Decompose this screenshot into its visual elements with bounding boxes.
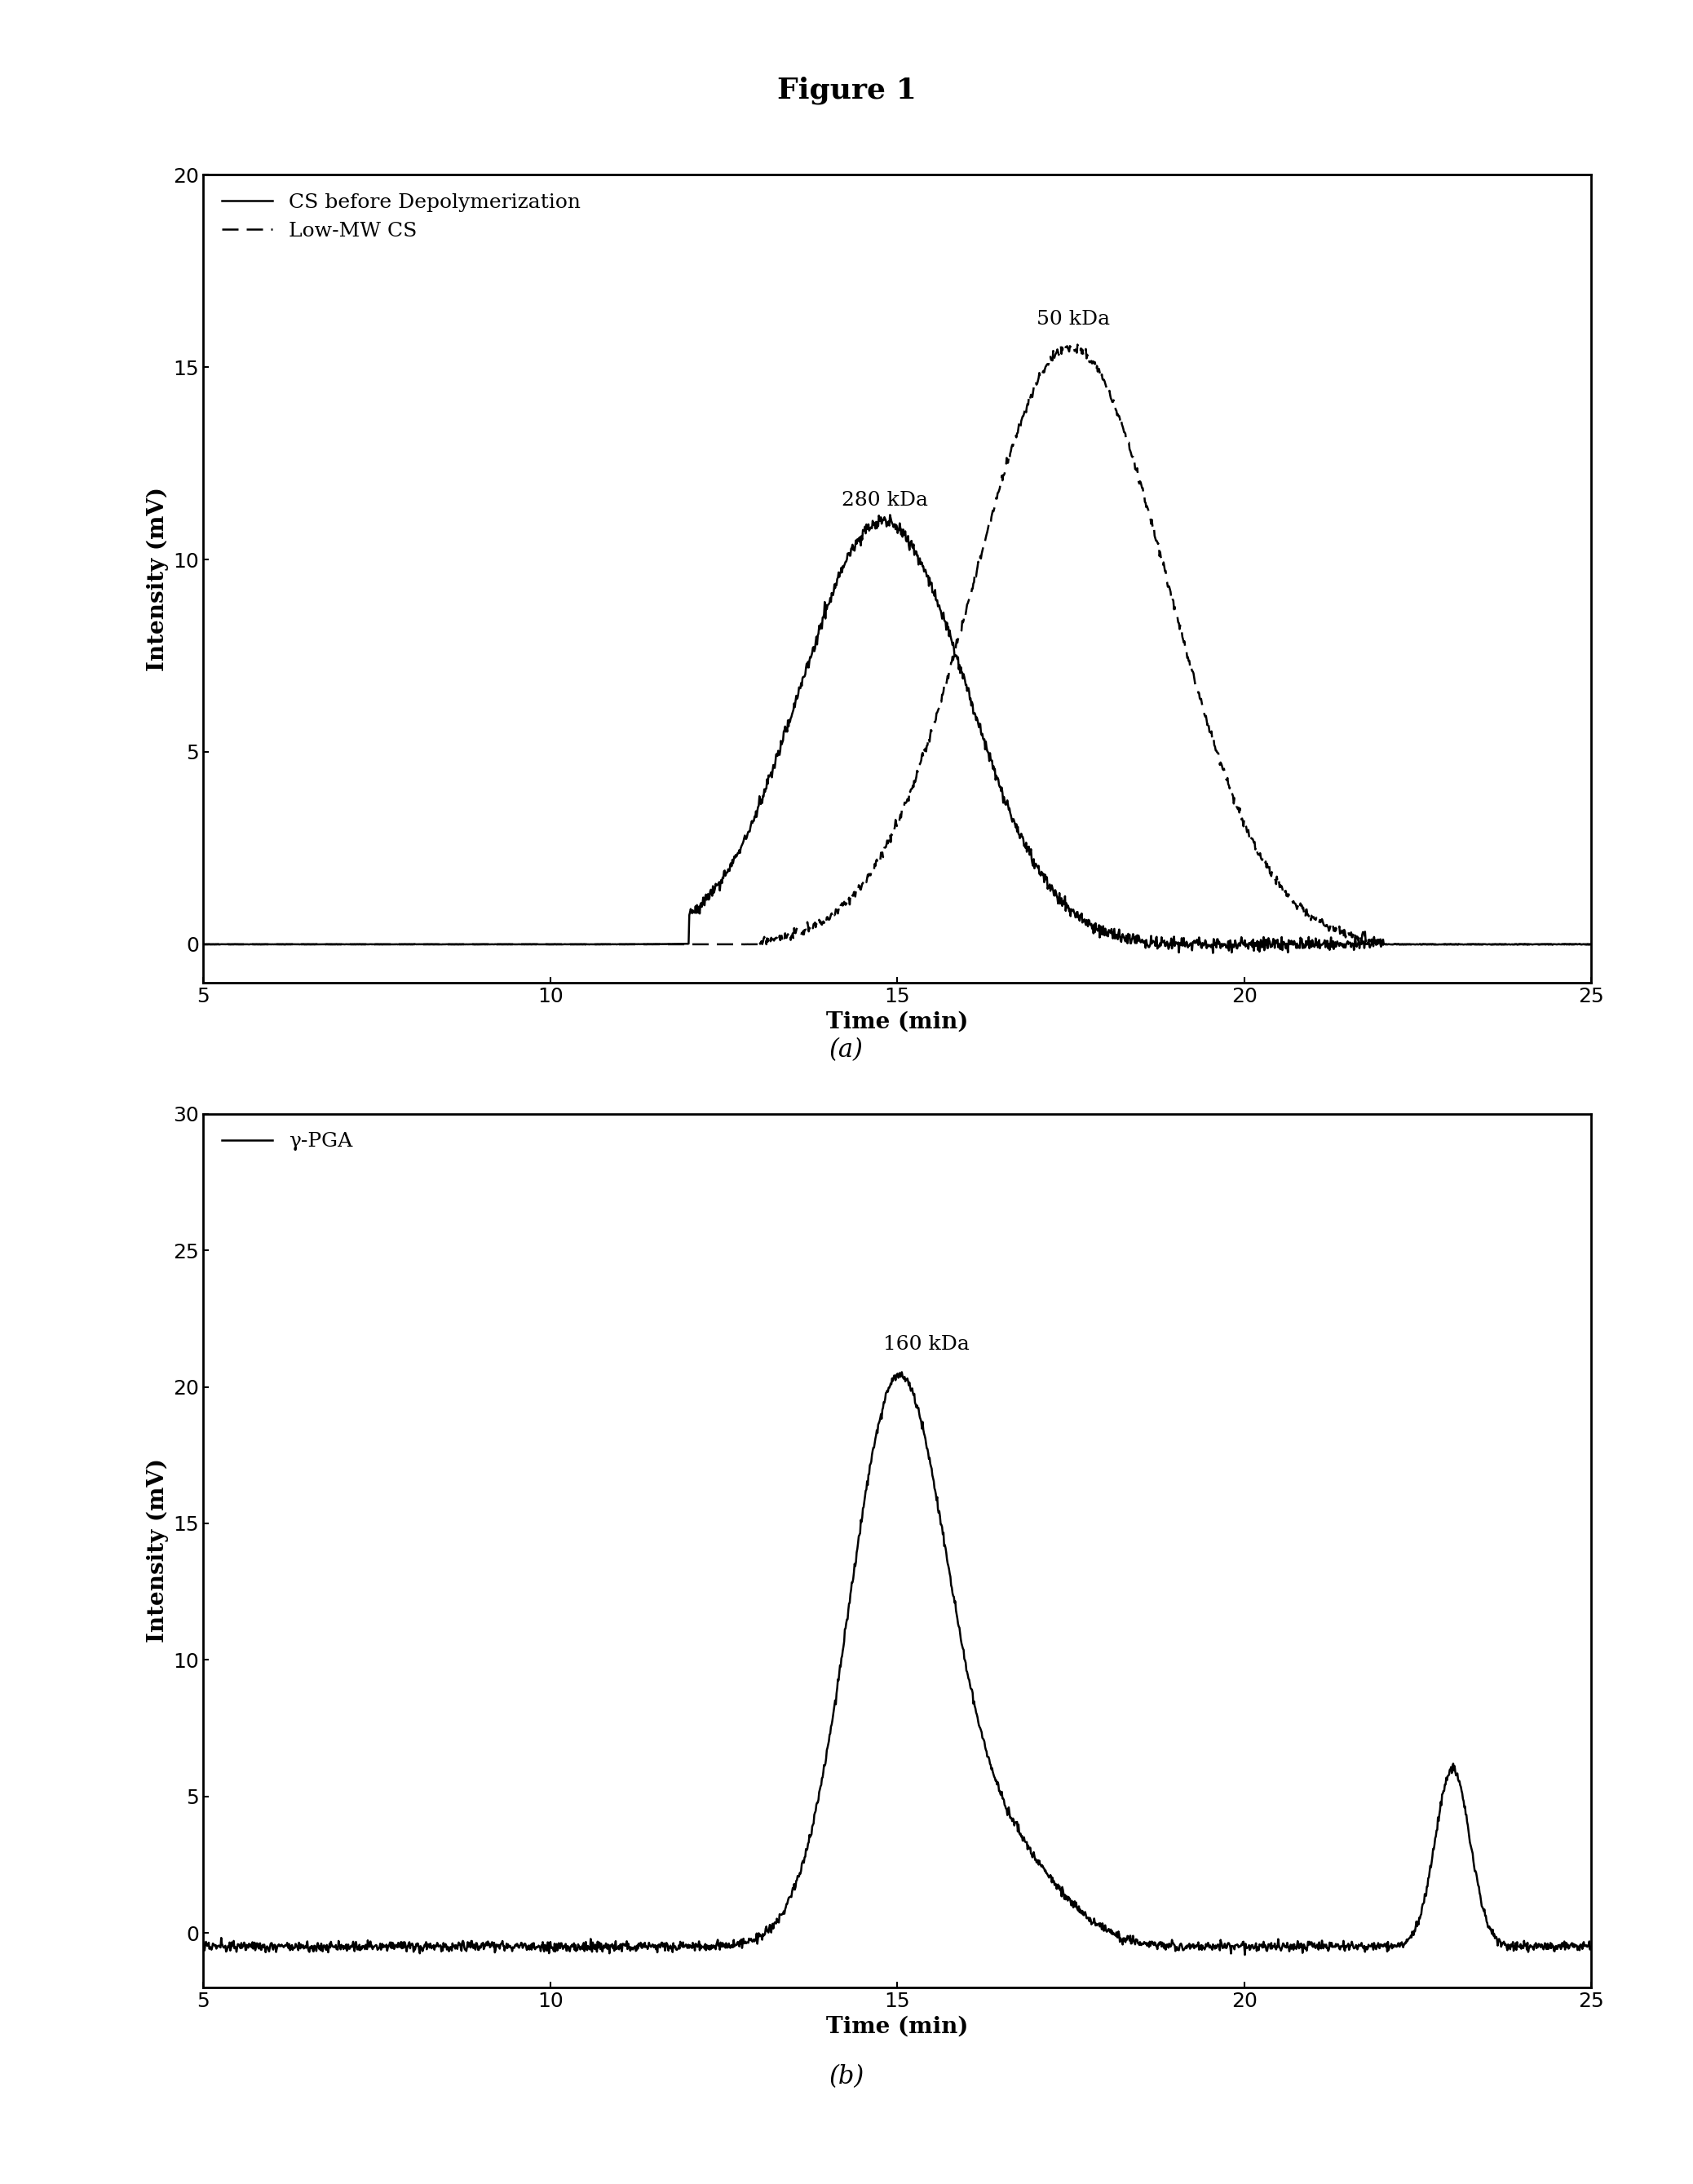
Legend: CS before Depolymerization, Low-MW CS: CS before Depolymerization, Low-MW CS bbox=[213, 186, 589, 249]
CS before Depolymerization bbox=[880, 502, 901, 529]
Line: CS before Depolymerization: CS before Depolymerization bbox=[203, 515, 1591, 952]
γ-PGA bbox=[869, 1411, 889, 1437]
γ-PGA bbox=[1542, 1931, 1563, 1957]
Y-axis label: Intensity (mV): Intensity (mV) bbox=[146, 487, 169, 670]
Low-MW CS bbox=[1542, 930, 1563, 957]
Low-MW CS bbox=[869, 850, 889, 876]
Line: Low-MW CS: Low-MW CS bbox=[203, 345, 1591, 946]
Text: (b): (b) bbox=[830, 2064, 863, 2090]
γ-PGA bbox=[193, 1928, 213, 1955]
CS before Depolymerization bbox=[1202, 939, 1222, 965]
X-axis label: Time (min): Time (min) bbox=[826, 2016, 968, 2038]
CS before Depolymerization bbox=[831, 555, 852, 581]
Low-MW CS bbox=[1067, 332, 1087, 358]
CS before Depolymerization bbox=[193, 930, 213, 957]
γ-PGA bbox=[1234, 1942, 1255, 1968]
CS before Depolymerization bbox=[1542, 930, 1563, 957]
CS before Depolymerization bbox=[1581, 930, 1602, 957]
Line: γ-PGA: γ-PGA bbox=[203, 1372, 1591, 1955]
γ-PGA bbox=[1581, 1935, 1602, 1961]
Text: Figure 1: Figure 1 bbox=[777, 76, 916, 105]
γ-PGA bbox=[1542, 1933, 1563, 1959]
CS before Depolymerization bbox=[264, 930, 284, 957]
Low-MW CS bbox=[193, 930, 213, 957]
Low-MW CS bbox=[1581, 930, 1602, 957]
Low-MW CS bbox=[264, 930, 284, 957]
Text: (a): (a) bbox=[830, 1037, 863, 1064]
γ-PGA bbox=[1287, 1928, 1307, 1955]
CS before Depolymerization bbox=[869, 513, 889, 539]
Text: 280 kDa: 280 kDa bbox=[841, 491, 928, 509]
Low-MW CS bbox=[831, 891, 852, 917]
X-axis label: Time (min): Time (min) bbox=[826, 1011, 968, 1033]
γ-PGA bbox=[264, 1933, 284, 1959]
γ-PGA bbox=[831, 1645, 852, 1671]
Legend: γ-PGA: γ-PGA bbox=[213, 1125, 361, 1160]
Y-axis label: Intensity (mV): Intensity (mV) bbox=[146, 1459, 169, 1642]
Low-MW CS bbox=[1517, 933, 1537, 959]
Text: 50 kDa: 50 kDa bbox=[1036, 310, 1109, 328]
Low-MW CS bbox=[1287, 895, 1307, 922]
CS before Depolymerization bbox=[1542, 933, 1563, 959]
CS before Depolymerization bbox=[1287, 935, 1307, 961]
γ-PGA bbox=[892, 1358, 913, 1385]
Low-MW CS bbox=[1542, 930, 1563, 957]
Text: 160 kDa: 160 kDa bbox=[884, 1334, 970, 1354]
